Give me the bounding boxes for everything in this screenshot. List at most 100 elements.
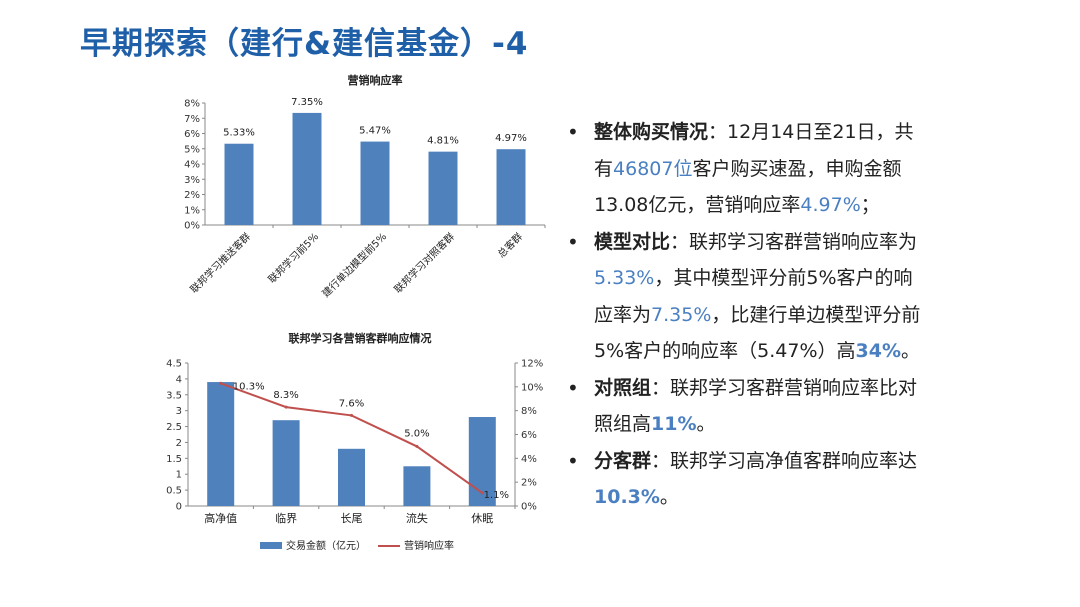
y-right-tick-label: 2% [521, 478, 537, 489]
chart-title: 营销响应率 [348, 73, 403, 87]
y-left-tick-label: 3 [176, 406, 182, 417]
y-left-tick-label: 4 [176, 374, 182, 385]
highlight-top5-rate: 7.35% [651, 303, 712, 326]
line-value-label: 10.3% [233, 381, 265, 392]
bullet-colon: ： [708, 121, 728, 143]
bullet-overall-purchase: 整体购买情况：12月14日至21日，共有46807位客户购买速盈，申购金额13.… [567, 114, 927, 224]
segment-response-combo-chart: 联邦学习各营销客群响应情况 0 0.5 1 1.5 2 2.5 3 3.5 4 4.5 0% 2% 4% 6… [166, 331, 543, 552]
y-right-tick-label: 12% [521, 359, 543, 370]
bar [360, 141, 390, 225]
line-point [219, 381, 223, 385]
bullet-text: 联邦学习客群营销响应率为 [689, 230, 918, 253]
y-tick-label: 2% [184, 190, 200, 201]
x-tick-label: 联邦学习推送客群 [187, 230, 253, 296]
bar [403, 466, 431, 506]
y-right-tick-label: 10% [521, 382, 543, 393]
bullet-text: ，比建行单边模型评分前5%客户的响应率（5.47%）高 [594, 303, 921, 363]
y-tick-label: 4% [184, 160, 200, 171]
x-tick-label: 联邦学习对照客群 [391, 230, 457, 296]
bullet-colon: ： [670, 230, 690, 253]
bar-value-label: 5.47% [359, 126, 391, 137]
highlight-hnw-rate: 10.3% [594, 486, 660, 508]
y-left-tick-label: 1.5 [166, 454, 182, 465]
bullet-colon: ： [651, 376, 671, 399]
x-tick-label: 建行单边模型前5% [319, 230, 389, 300]
response-rate-bar-chart: 营销响应率 0% 1% 2% 3% 4% 5% 6% 7% 8% 5.33% 联邦学习推送客群 7.35… [184, 73, 546, 300]
x-tick-label: 长尾 [341, 512, 363, 525]
highlight-federated-rate: 5.33% [594, 267, 655, 289]
line-value-label: 5.0% [404, 428, 429, 439]
y-right-tick-label: 8% [521, 406, 537, 417]
bullet-text: 。 [901, 340, 921, 362]
highlight-customer-count: 46807位 [613, 157, 693, 180]
line-point [415, 444, 419, 448]
highlight-response-rate: 4.97% [800, 194, 861, 216]
bar [207, 382, 235, 506]
x-tick-label: 休眠 [471, 512, 493, 525]
chart-title: 联邦学习各营销客群响应情况 [289, 331, 432, 345]
bullet-text: ，其中模型评分前5%客户的响应率为 [594, 267, 913, 326]
y-right-tick-label: 0% [521, 502, 537, 513]
bar-value-label: 4.81% [427, 136, 459, 147]
bullet-model-comparison: 模型对比：联邦学习客群营销响应率为 5.33%，其中模型评分前5%客户的响应率为7… [567, 224, 927, 370]
y-tick-label: 1% [184, 205, 200, 216]
bullet-text: 。 [659, 486, 679, 508]
y-left-tick-label: 2.5 [166, 422, 182, 433]
bar [468, 417, 496, 506]
legend-bar-label: 交易金额（亿元） [286, 539, 366, 552]
bullet-text: 客户购买速盈，申购金额13.08亿元，营销响应率 [594, 157, 902, 217]
legend-line-label: 营销响应率 [404, 539, 454, 552]
bullet-label: 分客群 [594, 449, 652, 472]
line-value-label: 8.3% [273, 390, 298, 401]
bar [338, 448, 365, 506]
y-tick-label: 7% [184, 114, 200, 125]
y-left-tick-label: 2 [176, 438, 182, 449]
bullet-text: 联邦学习客群营销响应率比对照组高 [594, 376, 918, 436]
bullet-text: 12月14日至21日，共有 [594, 121, 914, 180]
bullet-control-group: 对照组：联邦学习客群营销响应率比对照组高11%。 [567, 370, 927, 443]
bullet-text: 联邦学习高净值客群响应率达 [670, 449, 918, 472]
bullet-label: 对照组 [594, 376, 652, 399]
line-point [284, 405, 288, 409]
x-tick-label: 高净值 [204, 511, 237, 525]
y-tick-label: 8% [184, 99, 200, 110]
y-left-tick-label: 0 [176, 502, 182, 513]
bullet-colon: ： [651, 449, 671, 472]
bullet-text: 。 [696, 413, 716, 435]
y-right-tick-label: 4% [521, 454, 537, 465]
page-title: 早期探索（建行&建信基金）-4 [80, 26, 529, 62]
y-tick-label: 5% [184, 144, 200, 155]
bar-value-label: 7.35% [291, 97, 323, 108]
legend-bar-swatch [260, 542, 282, 549]
y-left-tick-label: 4.5 [166, 359, 182, 370]
y-left-tick-label: 0.5 [166, 486, 182, 497]
line-value-label: 7.6% [339, 398, 364, 409]
y-tick-label: 6% [184, 129, 200, 140]
x-tick-label: 总客群 [495, 230, 525, 260]
bar-value-label: 5.33% [223, 128, 255, 139]
bullet-label: 模型对比 [594, 230, 671, 253]
line-value-label: 1.1% [484, 490, 509, 501]
highlight-control-uplift: 11% [651, 413, 697, 435]
bar [496, 149, 526, 225]
bar-value-label: 4.97% [495, 133, 527, 144]
bar [428, 151, 458, 225]
line-point [350, 413, 353, 417]
bar [292, 112, 322, 225]
x-tick-label: 临界 [275, 511, 297, 525]
line-point [480, 491, 484, 495]
bar [224, 143, 254, 225]
x-tick-label: 联邦学习前5% [265, 230, 321, 286]
y-right-tick-label: 6% [521, 430, 537, 441]
highlight-uplift: 34% [855, 340, 901, 362]
bullet-text: ； [860, 194, 880, 216]
summary-bullet-list: 整体购买情况：12月14日至21日，共有46807位客户购买速盈，申购金额13.… [567, 114, 927, 516]
y-tick-label: 3% [184, 175, 200, 186]
bullet-segments: 分客群：联邦学习高净值客群响应率达 10.3%。 [567, 443, 927, 516]
y-tick-label: 0% [184, 221, 200, 232]
y-left-tick-label: 1 [176, 470, 182, 481]
x-tick-label: 流失 [406, 511, 428, 525]
bar [272, 420, 300, 506]
bullet-label: 整体购买情况 [594, 121, 709, 143]
y-left-tick-label: 3.5 [166, 390, 182, 401]
